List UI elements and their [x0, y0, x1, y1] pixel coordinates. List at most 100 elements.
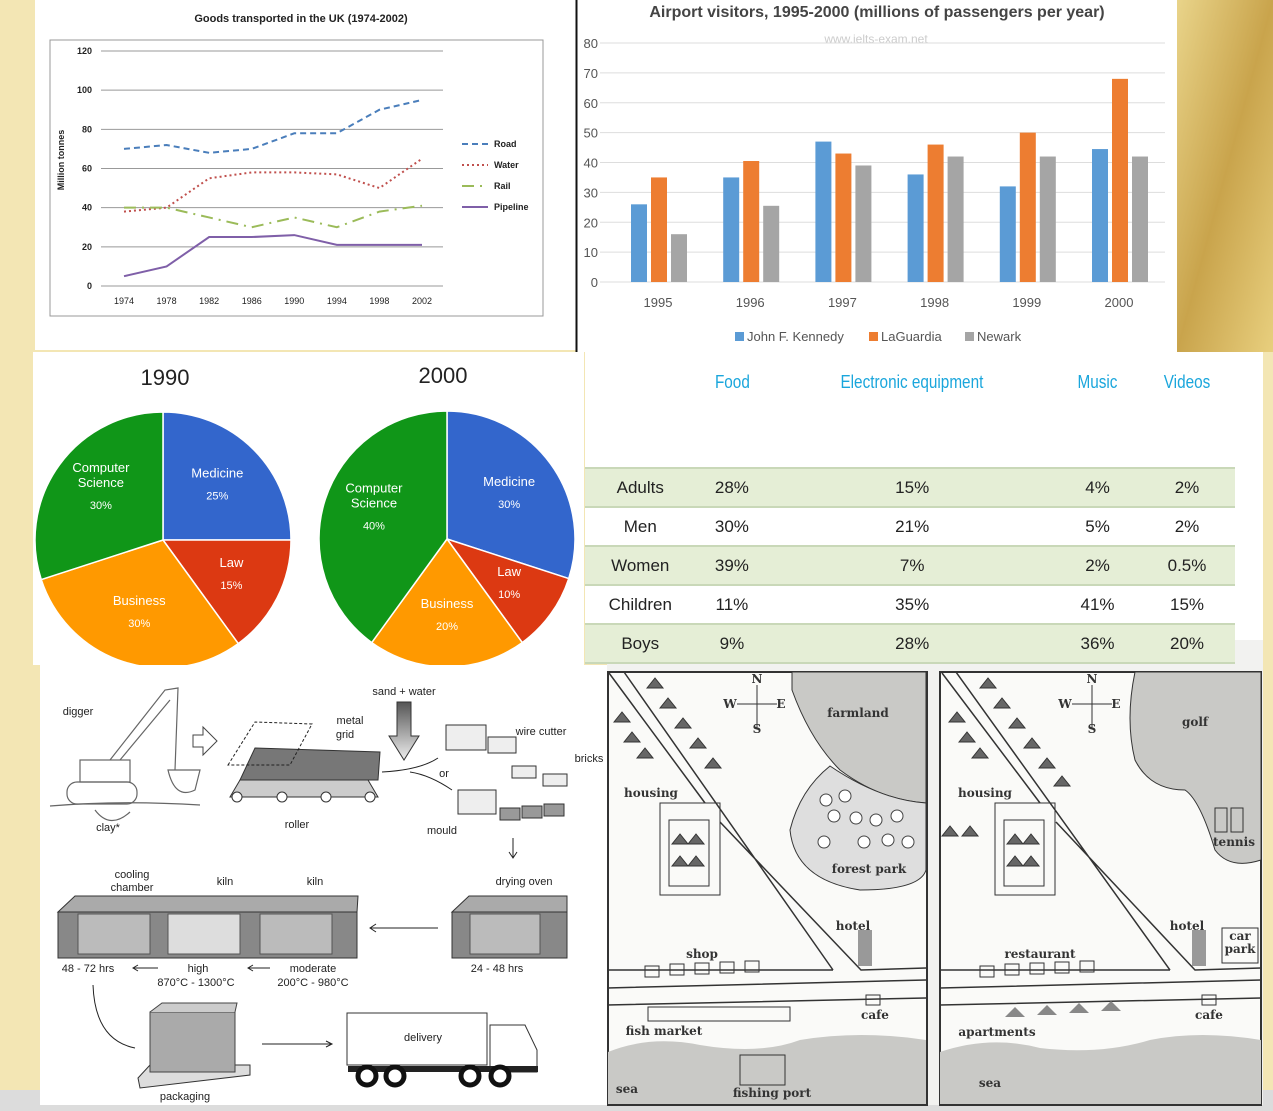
arrow-down-small: [508, 838, 518, 859]
slice-label: Business: [421, 596, 474, 611]
x-tick-label: 1974: [114, 296, 134, 306]
bar-chart-watermark: www.ielts-exam.net: [823, 32, 928, 46]
slice-label: Computer: [345, 480, 403, 495]
pie-slice-business: [40, 539, 240, 669]
slice-percent: 40%: [363, 520, 385, 532]
line-chart: Goods transported in the UK (1974-2002) …: [35, 0, 576, 350]
y-tick-label: 20: [82, 242, 92, 252]
compass-e: E: [776, 697, 785, 711]
label-park: park: [1225, 942, 1256, 956]
flow-arrows: [92, 964, 270, 1049]
table-cell: 35%: [768, 584, 1057, 624]
legend-swatch: [869, 332, 878, 341]
slice-percent: 25%: [206, 491, 228, 503]
table-cell: 28%: [695, 467, 769, 507]
column-header: Videos: [1163, 372, 1211, 392]
golf-area: [1129, 671, 1262, 864]
table-row: Boys 9% 28% 36% 20%: [585, 623, 1235, 664]
label-kiln-high: kiln: [217, 876, 234, 888]
label-packaging: packaging: [160, 1091, 210, 1103]
sea-area-present: [940, 1035, 1261, 1104]
pie-slice-medicine: [446, 410, 576, 580]
legend-swatch: [965, 332, 974, 341]
compass-w-present: W: [1057, 697, 1072, 711]
arrow-down-icon: [388, 701, 420, 761]
bar-newark-1998: [947, 156, 964, 282]
house-icon: [1007, 717, 1027, 729]
house-icon: [703, 757, 723, 769]
table-cell: 2%: [1139, 467, 1235, 507]
x-tick-label: 1999: [1012, 295, 1041, 310]
split-arrows: [381, 757, 453, 791]
bar-newark-1997: [855, 165, 872, 282]
label-fish-market: fish market: [626, 1024, 703, 1038]
arrow-right-icon: [192, 725, 218, 757]
table-cell: 21%: [768, 506, 1057, 546]
label-hotel: hotel: [836, 919, 871, 933]
slice-percent: 20%: [436, 621, 458, 633]
hotel-icon: [858, 930, 872, 966]
column-header: Food: [714, 372, 750, 392]
table-cell: 39%: [695, 545, 769, 585]
y-tick-label: 40: [584, 156, 598, 171]
column-header: [593, 358, 687, 468]
label-golf: golf: [1182, 715, 1209, 729]
arrow-right: [262, 1040, 334, 1048]
row-header: Adults: [585, 467, 696, 507]
compass-w: W: [722, 697, 737, 711]
table-cell: 2%: [1056, 545, 1139, 585]
slice-label: Law: [219, 555, 243, 570]
label-or: or: [439, 768, 449, 780]
pie-slice-law: [445, 537, 570, 644]
table-cell: 30%: [695, 506, 769, 546]
label-farmland: farmland: [827, 706, 889, 720]
table-row: Men 30% 21% 5% 2%: [585, 506, 1235, 546]
table-cell: 4%: [1056, 467, 1139, 507]
line-chart-title: Goods transported in the UK (1974-2002): [194, 13, 408, 25]
label-cafe-present: cafe: [1195, 1008, 1223, 1022]
house-icon: [673, 717, 693, 729]
legend-label: Water: [494, 160, 519, 170]
label-clay: clay*: [96, 822, 121, 834]
series-line-water: [123, 157, 423, 213]
table-cell: 15%: [768, 467, 1057, 507]
table-cell: 0.5%: [1139, 545, 1235, 585]
legend-label: Pipeline: [494, 202, 529, 212]
label-chamber: chamber: [111, 882, 154, 894]
slice-label: Computer: [72, 460, 130, 475]
y-tick-label: 20: [584, 215, 598, 230]
x-tick-label: 1990: [284, 296, 304, 306]
legend-label: Rail: [494, 181, 511, 191]
row-header: Children: [585, 584, 696, 624]
truck-illustration: [346, 1012, 538, 1088]
table-cell: 5%: [1056, 506, 1139, 546]
pie-charts: 1990 2000 Medicine 25% Law 15% Business 30% Co…: [33, 352, 584, 669]
house-icon: [1005, 855, 1025, 867]
spending-table: Food Electronic equipment Music Videos Adult…: [585, 358, 1235, 664]
y-tick-label: 80: [82, 124, 92, 134]
label-48-72-hrs: 48 - 72 hrs: [62, 963, 115, 975]
x-tick-label: 1982: [199, 296, 219, 306]
label-bricks: bricks: [575, 753, 604, 765]
label-high-temp: 870°C - 1300°C: [157, 977, 234, 989]
label-car: car: [1229, 929, 1251, 943]
y-tick-label: 10: [584, 245, 598, 260]
kiln-illustration: [56, 895, 568, 959]
bar-john-f-kennedy-2000: [1092, 149, 1108, 282]
label-24-48-hrs: 24 - 48 hrs: [471, 963, 524, 975]
legend-label: Road: [494, 139, 517, 149]
slice-label: Law: [497, 564, 521, 579]
compass-s: S: [753, 722, 762, 736]
y-tick-label: 30: [584, 185, 598, 200]
label-sea: sea: [616, 1082, 638, 1096]
house-icon: [1052, 775, 1072, 787]
bar-laguardia-2000: [1112, 78, 1128, 282]
slice-percent: 15%: [220, 580, 242, 592]
arrow-left: [369, 923, 438, 933]
house-icon: [992, 697, 1012, 709]
label-shop: shop: [686, 947, 718, 961]
y-tick-label: 70: [584, 66, 598, 81]
house-icon: [612, 711, 632, 723]
bar-newark-1995: [671, 234, 687, 282]
table-cell: 2%: [1139, 506, 1235, 546]
